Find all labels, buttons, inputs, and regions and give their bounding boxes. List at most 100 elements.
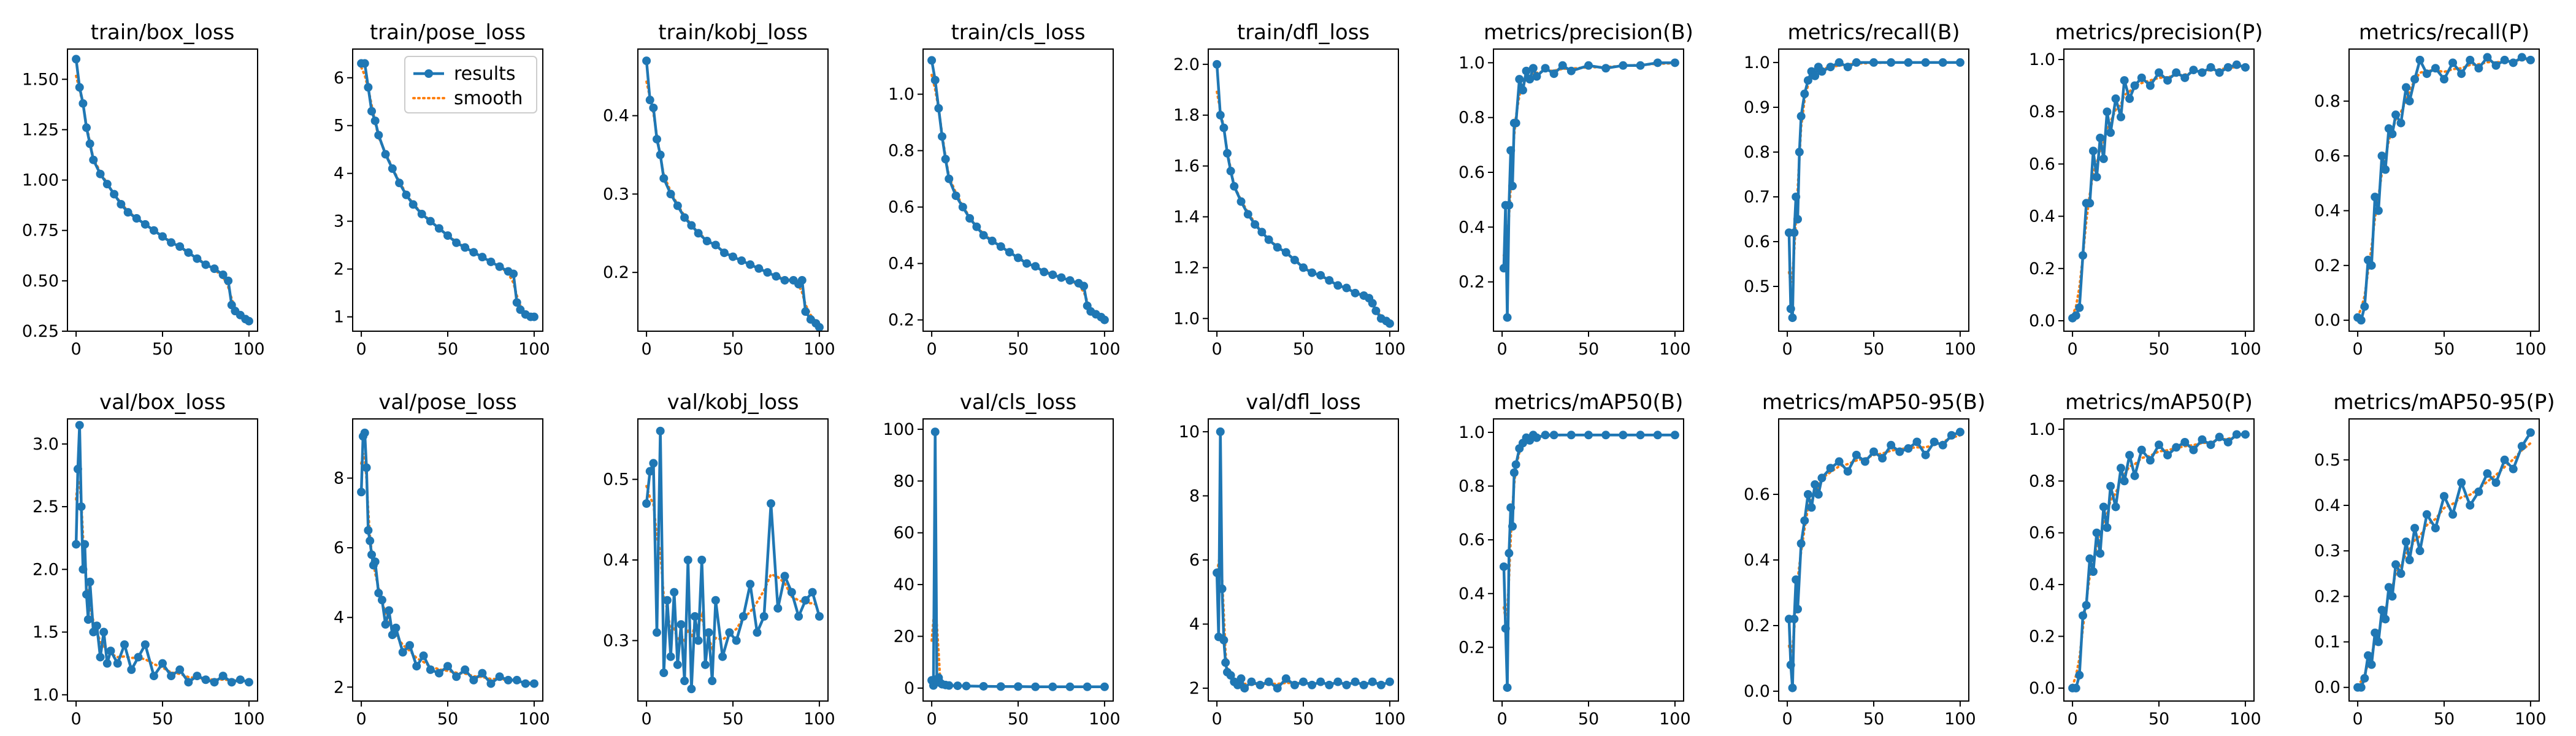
y-tick-label: 1.0 <box>1744 53 1770 72</box>
data-point <box>96 169 105 178</box>
data-point <box>979 231 988 240</box>
data-point <box>96 653 105 662</box>
results-line <box>74 423 250 684</box>
y-tick-label: 0.0 <box>2029 312 2055 331</box>
data-point <box>687 221 696 230</box>
chart-title: train/kobj_loss <box>658 20 808 45</box>
data-point <box>2466 500 2475 510</box>
data-point <box>996 242 1005 251</box>
x-tick-label: 0 <box>2067 340 2077 359</box>
data-point <box>2111 502 2120 512</box>
data-point <box>2440 492 2448 501</box>
data-point <box>193 672 202 681</box>
data-point <box>2410 75 2420 84</box>
y-tick-label: 1.0 <box>1459 53 1485 72</box>
y-tick-label: 0 <box>904 679 914 698</box>
data-point <box>1522 66 1531 75</box>
data-point <box>687 684 696 694</box>
y-tick-label: 1.0 <box>1459 423 1485 442</box>
data-point <box>193 254 202 263</box>
smooth-line <box>75 74 250 321</box>
data-point <box>362 463 371 472</box>
y-tick-label: 0.8 <box>1744 143 1770 162</box>
data-point <box>1532 72 1541 81</box>
data-point <box>224 276 233 285</box>
data-point <box>996 682 1005 691</box>
data-point <box>2422 69 2431 79</box>
data-point <box>1860 457 1869 466</box>
x-tick-label: 0 <box>356 710 366 729</box>
x-tick-label: 0 <box>1211 340 1222 359</box>
data-point <box>1549 431 1558 440</box>
data-point <box>2360 302 2369 311</box>
chart-title: metrics/mAP50-95(B) <box>1762 390 1985 415</box>
data-point <box>2075 670 2084 680</box>
chart-panel-metrics-map50-95-b: metrics/mAP50-95(B) 0 50 100 0.0 0.2 0.4 0.6 <box>1744 390 1985 729</box>
data-point <box>1236 674 1246 683</box>
data-point <box>2491 61 2501 70</box>
data-point <box>2526 55 2535 64</box>
data-point <box>2215 432 2224 442</box>
data-point <box>1938 58 1947 67</box>
y-tick-label: 0.3 <box>2314 542 2340 561</box>
chart-panel-metrics-map50-95-p: metrics/mAP50-95(P) 0 50 100 0.0 0.1 0.2 0.3 0.4… <box>2314 390 2555 729</box>
y-tick-label: 6 <box>334 69 344 88</box>
data-point <box>1509 468 1519 477</box>
data-point <box>1636 431 1645 440</box>
data-point <box>2172 443 2181 452</box>
data-point <box>175 665 185 674</box>
data-point <box>426 217 435 226</box>
data-point <box>1843 63 1852 72</box>
data-point <box>2180 73 2190 82</box>
data-point <box>2075 303 2084 312</box>
y-tick-label: 1.00 <box>22 171 59 190</box>
data-point <box>434 669 443 678</box>
y-tick-label: 0.6 <box>1459 163 1485 182</box>
data-point <box>694 636 703 645</box>
y-tick-label: 6 <box>1189 551 1200 570</box>
data-point <box>1541 64 1550 73</box>
x-tick-label: 0 <box>1782 340 1792 359</box>
x-tick-label: 50 <box>2149 710 2169 729</box>
data-point <box>1351 288 1360 297</box>
data-point <box>117 200 126 209</box>
results-line <box>2071 63 2246 320</box>
data-point <box>1031 262 1040 271</box>
data-point <box>945 681 954 690</box>
data-point <box>2448 510 2458 519</box>
data-point <box>1584 61 1593 70</box>
data-point <box>1803 490 1812 499</box>
data-point <box>2381 165 2390 174</box>
x-tick-label: 0 <box>926 340 937 359</box>
data-point <box>1878 454 1887 463</box>
data-point <box>754 264 764 273</box>
x-tick-label: 0 <box>2352 710 2363 729</box>
data-point <box>938 132 946 141</box>
y-tick-label: 2 <box>1189 679 1200 698</box>
data-point <box>1955 427 1965 437</box>
results-line <box>2356 56 2531 322</box>
data-point <box>381 150 390 159</box>
data-point <box>1316 677 1325 686</box>
data-point <box>1014 253 1022 263</box>
x-tick-label: 0 <box>641 340 651 359</box>
y-tick-label: 4 <box>334 164 344 183</box>
data-point <box>930 427 940 437</box>
data-point <box>89 155 98 164</box>
data-point <box>529 312 539 321</box>
data-point <box>75 421 84 430</box>
data-point <box>700 660 710 669</box>
data-point <box>1800 516 1809 525</box>
x-tick-label: 0 <box>1211 710 1222 729</box>
data-point <box>662 596 672 605</box>
y-tick-label: 5 <box>334 117 344 136</box>
data-point <box>1525 75 1535 84</box>
data-point <box>123 208 132 217</box>
y-tick-label: 0.50 <box>22 272 59 291</box>
y-tick-label: 1.2 <box>1173 258 1200 277</box>
data-point <box>683 556 692 564</box>
data-point <box>773 604 783 613</box>
data-point <box>385 606 394 615</box>
data-point <box>2099 154 2108 163</box>
